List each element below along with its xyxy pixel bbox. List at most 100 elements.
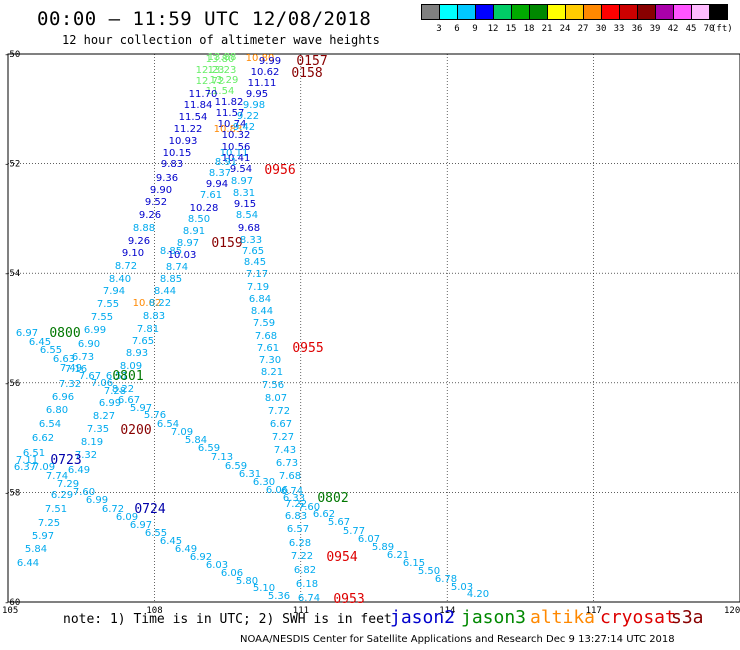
wave-height-label: 7.60 [73,487,95,498]
wave-height-label: 7.13 [211,452,233,463]
wave-height-label: 6.97 [16,328,38,339]
wave-height-label: 5.03 [451,582,473,593]
pass-time-label: 0802 [317,491,348,506]
color-scale-label: 9 [472,24,478,34]
wave-height-label: 11.11 [248,78,277,89]
wave-height-label: 7.16 [65,364,87,375]
wave-height-label: 6.29 [51,490,73,501]
wave-height-label: 10.15 [163,148,192,159]
wave-height-label: 10.83 [214,124,243,135]
wave-height-label: 11.22 [174,124,203,135]
color-scale-label: 36 [631,24,643,34]
wave-height-label: 7.28 [104,386,126,397]
satellite-altika: altika [530,607,596,628]
wave-height-label: 6.51 [106,371,128,382]
color-scale-label: 3 [436,24,442,34]
wave-height-label: 9.68 [238,223,260,234]
wave-height-label: 6.28 [289,538,311,549]
wave-height-label: 7.32 [75,450,97,461]
wave-height-label: 6.18 [296,579,318,590]
color-scale-label: 12 [487,24,499,34]
wave-height-label: 9.98 [243,100,265,111]
wave-height-label: 6.07 [358,534,380,545]
wave-height-label: 6.30 [253,477,275,488]
longitude-label: 105 [2,606,18,616]
color-scale-label: 33 [613,24,625,34]
color-scale-unit: (ft) [711,24,733,34]
wave-height-label: 7.06 [91,378,113,389]
wave-height-label: 7.22 [291,551,313,562]
wave-height-label: 7.25 [38,518,60,529]
wave-height-label: 6.96 [52,392,74,403]
page-subtitle: 12 hour collection of altimeter wave hei… [62,33,380,47]
wave-height-label: 7.60 [298,502,320,513]
color-scale-label: 70 [703,24,715,34]
wave-height-label: 8.91 [215,157,237,168]
wave-height-label: 6.82 [294,565,316,576]
wave-height-label: 7.17 [246,269,268,280]
wave-height-label: 7.30 [259,355,281,366]
color-scale-label: 42 [667,24,679,34]
wave-height-label: 8.07 [265,393,287,404]
map-frame [7,53,740,603]
wave-height-label: 6.92 [190,552,212,563]
wave-height-label: 10.02 [133,298,162,309]
pass-time-label: 0724 [134,502,165,517]
wave-height-label: 5.10 [253,583,275,594]
wave-height-label: 8.97 [177,238,199,249]
wave-height-label: 6.06 [221,568,243,579]
wave-height-label: 6.62 [313,509,335,520]
wave-height-label: 7.68 [279,471,301,482]
wave-height-label: 7.94 [103,286,125,297]
wave-height-label: 10.11 [220,148,249,159]
wave-height-label: 6.21 [387,550,409,561]
wave-height-label: 9.42 [233,122,255,133]
longitude-label: 114 [439,606,455,616]
wave-height-label: 6.63 [53,354,75,365]
wave-height-label: 9.94 [206,179,228,190]
wave-height-label: 7.68 [255,331,277,342]
wave-height-label: 7.27 [272,432,294,443]
wave-height-label: 6.45 [29,337,51,348]
wave-height-label: 10.03 [168,250,197,261]
wave-height-label: 4.20 [467,589,489,600]
wave-height-label: 6.59 [225,461,247,472]
wave-height-label: 5.50 [418,566,440,577]
wave-height-label: 6.72 [102,504,124,515]
wave-height-label: 11.84 [184,100,213,111]
wave-height-label: 8.27 [93,411,115,422]
longitude-label: 111 [293,606,309,616]
wave-height-label: 7.11 [16,455,38,466]
wave-height-label: 7.32 [59,379,81,390]
wave-height-label: 6.57 [287,524,309,535]
wave-height-label: 7.35 [87,424,109,435]
wave-height-label: 8.72 [115,261,137,272]
wave-height-label: 8.85 [160,246,182,257]
wave-height-label: 10.32 [222,130,251,141]
latitude-label: -50 [4,50,20,60]
wave-height-label: 11.82 [215,97,244,108]
wave-height-label: 8.83 [143,311,165,322]
wave-height-label: 5.80 [236,576,258,587]
wave-height-label: 8.44 [251,306,273,317]
latitude-label: -56 [4,379,20,389]
wave-height-label: 7.72 [268,406,290,417]
wave-height-label: 10.93 [169,136,198,147]
wave-height-label: 6.74 [298,593,320,604]
wave-height-label: 6.99 [84,325,106,336]
footnote: note: 1) Time is in UTC; 2) SWH is in fe… [63,612,392,627]
wave-height-label: 9.36 [156,173,178,184]
wave-height-label: 6.37 [14,462,36,473]
wave-height-label: 5.36 [268,591,290,602]
wave-height-label: 10.28 [190,203,219,214]
wave-height-label: 6.55 [40,345,62,356]
wave-height-label: 5.84 [25,544,47,555]
wave-height-label: 6.67 [270,419,292,430]
wave-height-label: 8.97 [231,176,253,187]
wave-height-label: 8.74 [166,262,188,273]
color-scale-label: 6 [454,24,460,34]
wave-height-label: 7.09 [33,462,55,473]
wave-height-label: 7.61 [200,190,222,201]
wave-height-label: 6.99 [86,495,108,506]
wave-height-label: 8.45 [244,257,266,268]
